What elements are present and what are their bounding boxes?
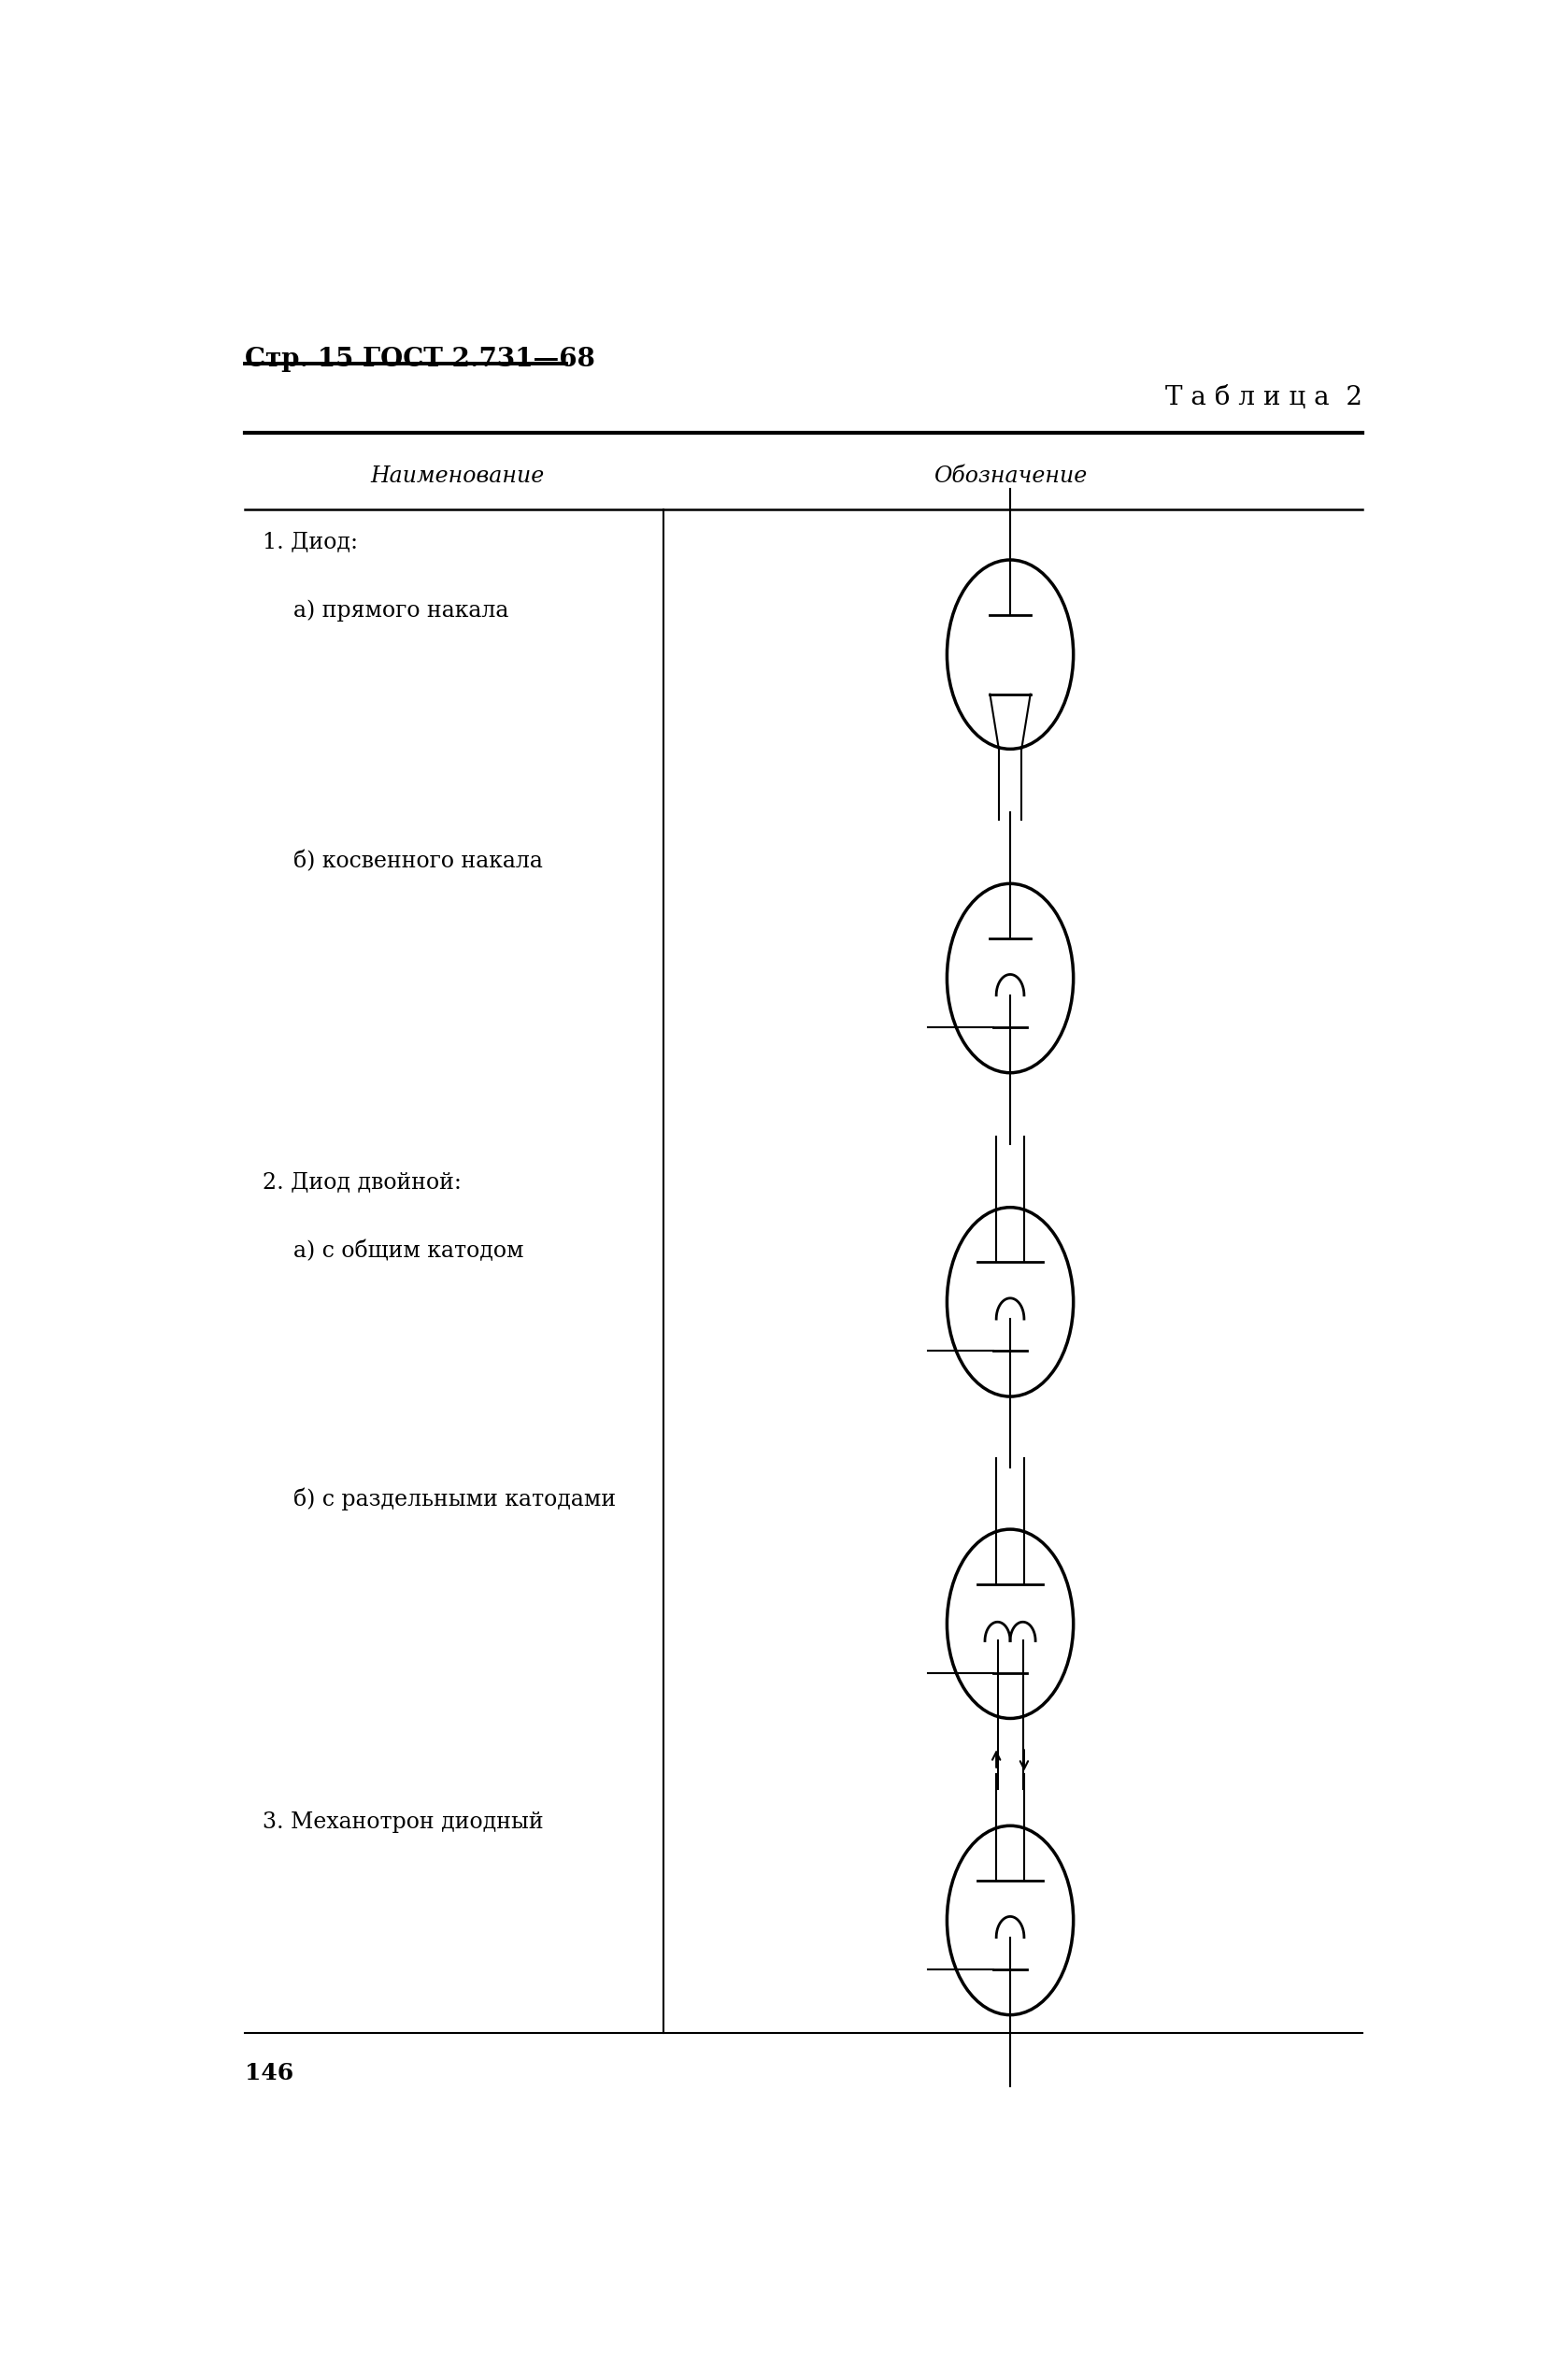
Text: 2. Диод двойной:: 2. Диод двойной: (263, 1172, 461, 1193)
Text: Наименование: Наименование (370, 465, 544, 487)
Text: а) с общим катодом: а) с общим катодом (293, 1240, 524, 1261)
Text: 3. Механотрон диодный: 3. Механотрон диодный (263, 1812, 544, 1833)
Text: Т а б л и ц а  2: Т а б л и ц а 2 (1165, 385, 1363, 411)
Text: Обозначение: Обозначение (933, 465, 1087, 487)
Text: б) с раздельными катодами: б) с раздельными катодами (293, 1488, 616, 1509)
Text: 146: 146 (245, 2062, 293, 2086)
Text: б) косвенного накала: б) косвенного накала (293, 850, 543, 872)
Text: 1. Диод:: 1. Диод: (263, 531, 358, 553)
Text: а) прямого накала: а) прямого накала (293, 600, 508, 621)
Text: Стр. 15 ГОСТ 2.731—68: Стр. 15 ГОСТ 2.731—68 (245, 347, 594, 373)
